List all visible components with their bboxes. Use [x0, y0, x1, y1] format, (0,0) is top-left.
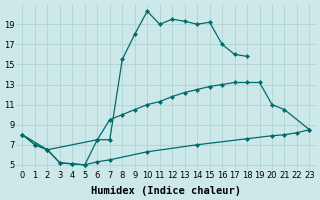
X-axis label: Humidex (Indice chaleur): Humidex (Indice chaleur): [91, 186, 241, 196]
